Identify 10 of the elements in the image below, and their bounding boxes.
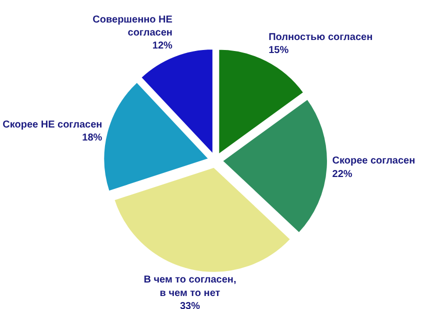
slice-label: Совершенно НЕ согласен [92, 14, 173, 39]
slice-label: Скорее НЕ согласен [2, 119, 102, 130]
slice-label: Полностью согласен [268, 32, 373, 44]
data-label: 18% [82, 132, 102, 144]
data-label: 12% [152, 40, 173, 52]
data-label: 15% [268, 45, 289, 56]
data-label: 33% [180, 301, 200, 309]
slice-label: Скорее согласен [332, 156, 416, 167]
data-label: 22% [332, 168, 352, 180]
slice-label: В чем то согласен, в чем то нет [144, 274, 236, 299]
